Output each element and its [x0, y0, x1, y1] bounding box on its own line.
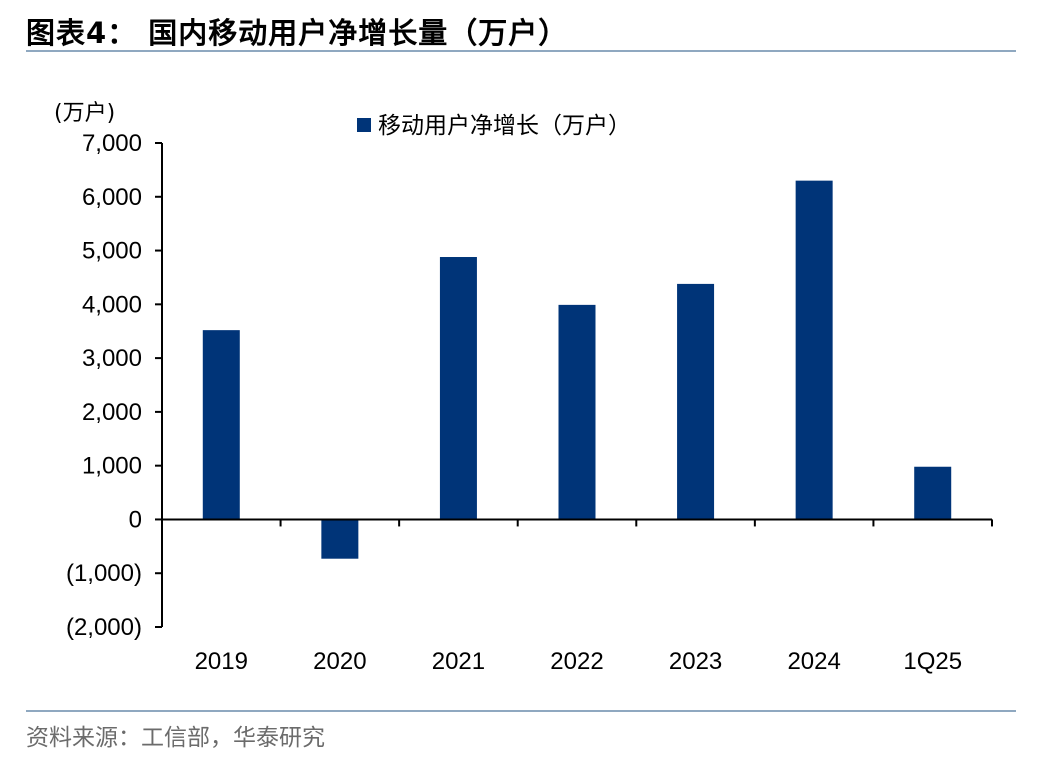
x-tick-label: 2019	[195, 648, 248, 675]
y-tick-label: 2,000	[82, 399, 142, 426]
y-tick-label: 3,000	[82, 345, 142, 372]
bar-2019	[202, 330, 240, 520]
y-tick-label: 7,000	[82, 130, 142, 157]
bar-2024	[795, 180, 833, 520]
legend-swatch	[357, 118, 371, 132]
bar-2023	[677, 283, 715, 520]
x-tick-label: 1Q25	[903, 648, 962, 675]
bar-chart: 7,000 6,000 5,000 4,000 3,000 2,000 1,000 0 (1,0…	[54, 101, 993, 675]
source-note: 资料来源：工信部，华泰研究	[26, 725, 325, 751]
bar-1q25	[914, 466, 952, 520]
y-tick-label: 0	[129, 506, 142, 533]
y-axis-unit-label: (万户)	[54, 101, 115, 126]
x-tick-label: 2023	[669, 648, 722, 675]
title-rule	[26, 50, 1016, 52]
x-tick-label: 2021	[432, 648, 485, 675]
bar-2020	[321, 519, 359, 559]
footer-rule	[26, 710, 1016, 712]
x-tick-label: 2022	[550, 648, 603, 675]
y-tick-label: 1,000	[82, 453, 142, 480]
figure-title: 图表4： 国内移动用户净增长量（万户）	[26, 16, 569, 50]
x-tick-label: 2020	[313, 648, 366, 675]
legend-label: 移动用户净增长（万户）	[378, 113, 631, 139]
bar-2021	[439, 257, 477, 520]
y-axis-labels: 7,000 6,000 5,000 4,000 3,000 2,000 1,000 0 (1,0…	[66, 130, 142, 641]
y-tick-label: 5,000	[82, 238, 142, 265]
x-tick-label: 2024	[787, 648, 840, 675]
x-axis-ticks	[161, 519, 993, 527]
y-tick-label: 4,000	[82, 291, 142, 318]
y-tick-label: (1,000)	[66, 560, 142, 587]
x-axis-labels: 2019 2020 2021 2022 2023 2024 1Q25	[195, 648, 962, 675]
y-tick-label: 6,000	[82, 184, 142, 211]
bar-2022	[558, 304, 596, 520]
legend: 移动用户净增长（万户）	[357, 113, 631, 139]
y-tick-label: (2,000)	[66, 614, 142, 641]
y-axis-ticks	[155, 142, 162, 628]
bars	[202, 180, 952, 559]
